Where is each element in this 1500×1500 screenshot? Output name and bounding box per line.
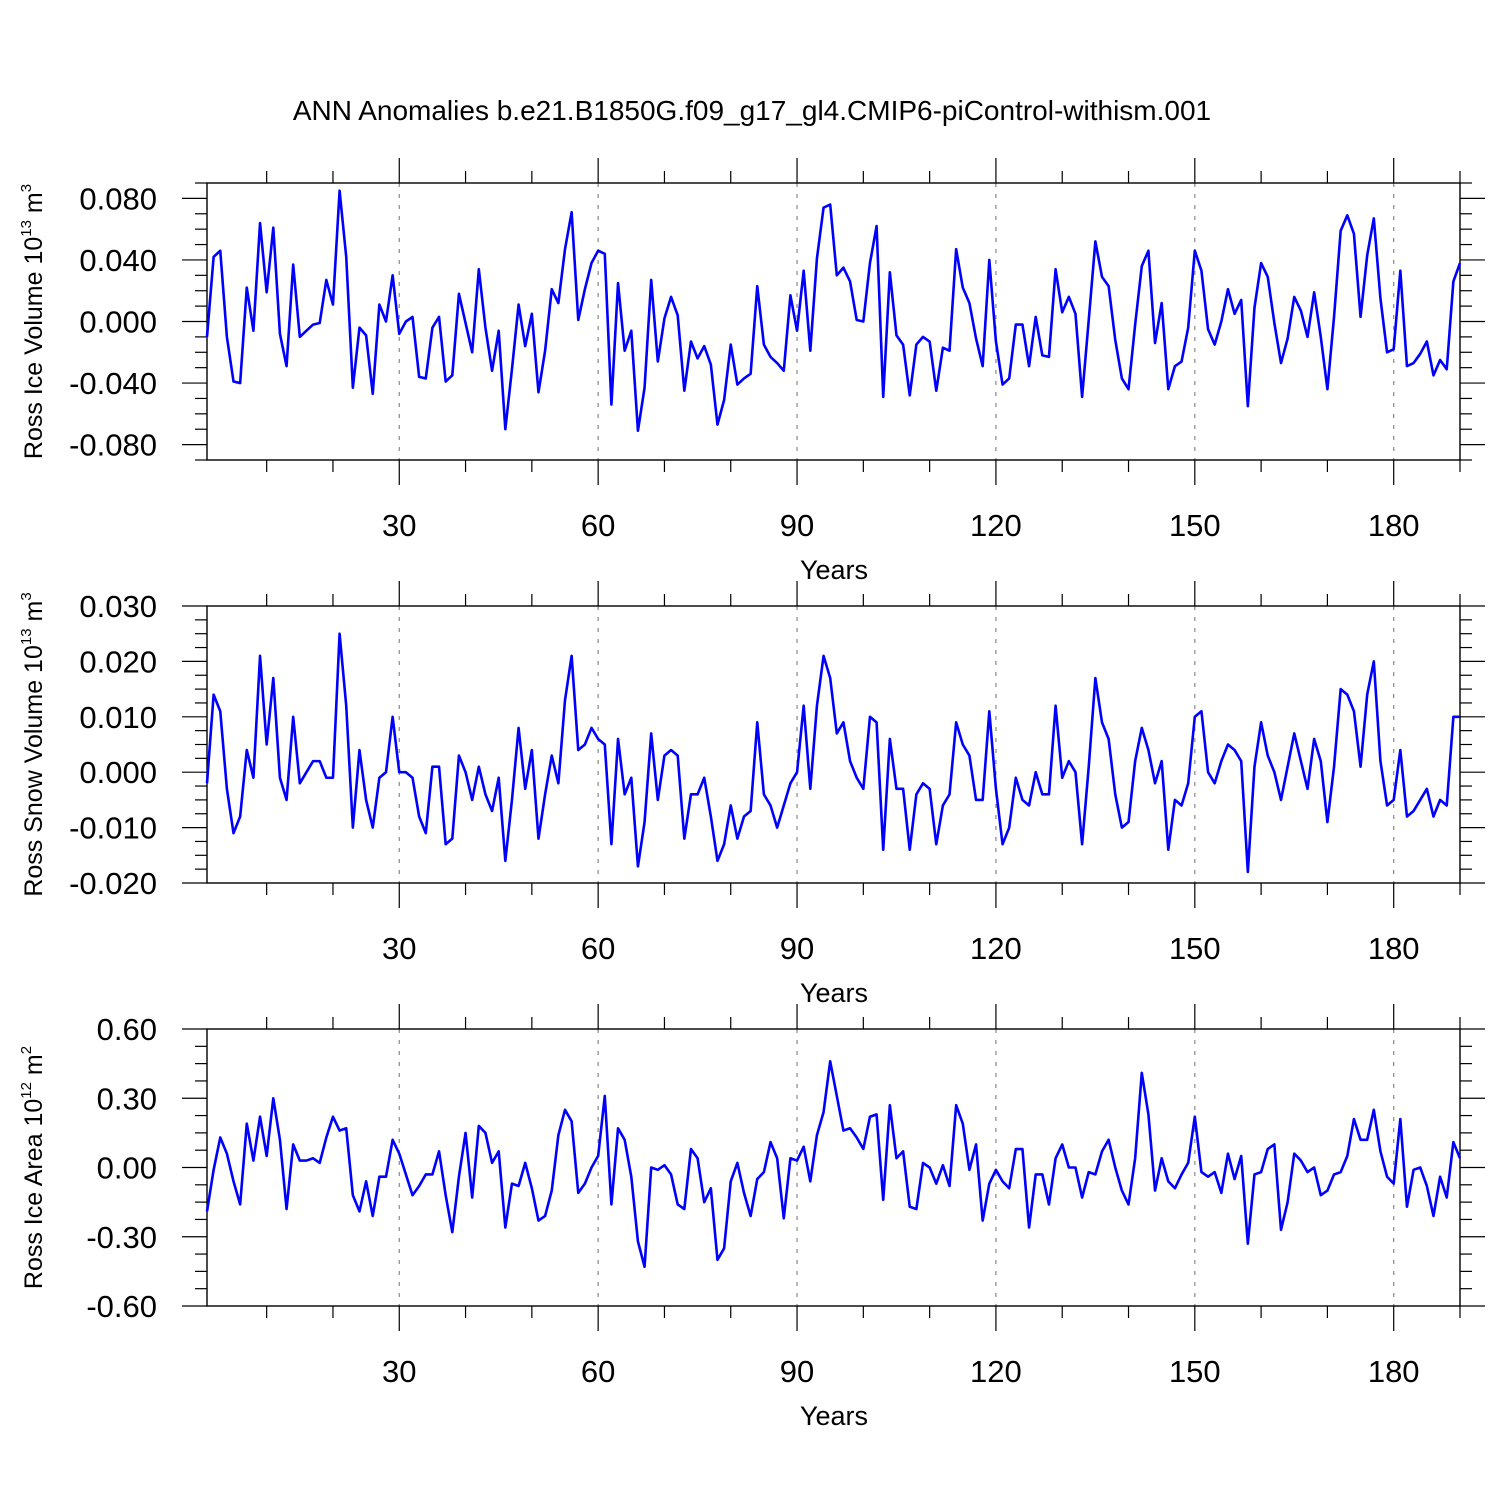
x-tick-label: 180 <box>1368 1354 1420 1389</box>
y-axis-label-unit-exponent: 3 <box>18 184 35 192</box>
y-tick-label: 0.080 <box>79 181 157 216</box>
x-tick-label: 30 <box>382 1354 416 1389</box>
x-tick-label: 180 <box>1368 931 1420 966</box>
plot-frame <box>206 1028 1461 1307</box>
x-tick-label: 60 <box>581 508 615 543</box>
chart-panels: 30 60 90 120 150 180 Years -0.080 -0.040 0.000 0.0… <box>18 158 1485 1431</box>
y-axis-label-unit-exponent: 3 <box>18 592 35 600</box>
x-axis-label: Years <box>800 978 868 1008</box>
y-tick-label: -0.010 <box>69 811 157 846</box>
y-tick-label: -0.020 <box>69 866 157 901</box>
x-tick-label: 150 <box>1169 931 1221 966</box>
y-tick-label: 0.010 <box>79 700 157 735</box>
y-tick-label: 0.030 <box>79 589 157 624</box>
plot-frame <box>206 182 1461 461</box>
y-axis-label-unit: m <box>20 1054 48 1082</box>
y-axis-label-exponent: 12 <box>18 1082 35 1099</box>
chart-panel-2: 30 60 90 120 150 180 Years -0.020 -0.010 0.000 0.0… <box>18 581 1485 1008</box>
y-axis-label-text: Ross Snow Volume 10 <box>20 645 48 897</box>
y-tick-label: 0.30 <box>97 1081 157 1116</box>
x-tick-label: 120 <box>970 508 1022 543</box>
x-tick-label: 60 <box>581 931 615 966</box>
series-line <box>205 189 1462 433</box>
y-axis-label: Ross Ice Volume 1013 m3 <box>18 184 48 459</box>
y-axis-label-exponent: 13 <box>18 628 35 645</box>
y-tick-label: 0.00 <box>97 1151 157 1186</box>
y-axis-label-exponent: 13 <box>18 220 35 237</box>
y-axis-label-unit: m <box>20 601 48 629</box>
x-tick-label: 150 <box>1169 508 1221 543</box>
x-tick-label: 60 <box>581 1354 615 1389</box>
y-axis-label: Ross Ice Area 1012 m2 <box>18 1046 48 1289</box>
y-axis-label-text: Ross Ice Area 10 <box>20 1099 48 1289</box>
x-tick-label: 90 <box>780 1354 814 1389</box>
y-axis-label-text: Ross Ice Volume 10 <box>20 237 48 459</box>
y-tick-label: 0.000 <box>79 755 157 790</box>
series-line <box>205 632 1460 874</box>
series-line <box>205 1060 1462 1269</box>
y-tick-label: -0.040 <box>69 366 157 401</box>
y-axis-label-unit: m <box>20 192 48 220</box>
x-tick-label: 120 <box>970 1354 1022 1389</box>
y-tick-label: 0.020 <box>79 644 157 679</box>
x-tick-label: 90 <box>780 931 814 966</box>
y-tick-label: -0.080 <box>69 428 157 463</box>
y-axis-label-unit-exponent: 2 <box>18 1046 35 1054</box>
chart-title: ANN Anomalies b.e21.B1850G.f09_g17_gl4.C… <box>293 95 1211 126</box>
y-tick-label: 0.60 <box>97 1012 157 1047</box>
y-tick-label: -0.30 <box>86 1220 157 1255</box>
y-tick-label: -0.60 <box>86 1289 157 1324</box>
y-tick-label: 0.000 <box>79 305 157 340</box>
x-tick-label: 150 <box>1169 1354 1221 1389</box>
x-tick-label: 30 <box>382 508 416 543</box>
chart-panel-3: 30 60 90 120 150 180 Years -0.60 -0.30 0.00 0.30 0.… <box>18 1004 1485 1431</box>
x-tick-label: 180 <box>1368 508 1420 543</box>
x-axis-label: Years <box>800 555 868 585</box>
y-tick-label: 0.040 <box>79 243 157 278</box>
chart-panel-1: 30 60 90 120 150 180 Years -0.080 -0.040 0.000 0.0… <box>18 158 1485 585</box>
x-tick-label: 90 <box>780 508 814 543</box>
y-axis-label: Ross Snow Volume 1013 m3 <box>18 592 48 896</box>
x-tick-label: 120 <box>970 931 1022 966</box>
x-tick-label: 30 <box>382 931 416 966</box>
x-axis-label: Years <box>800 1401 868 1431</box>
